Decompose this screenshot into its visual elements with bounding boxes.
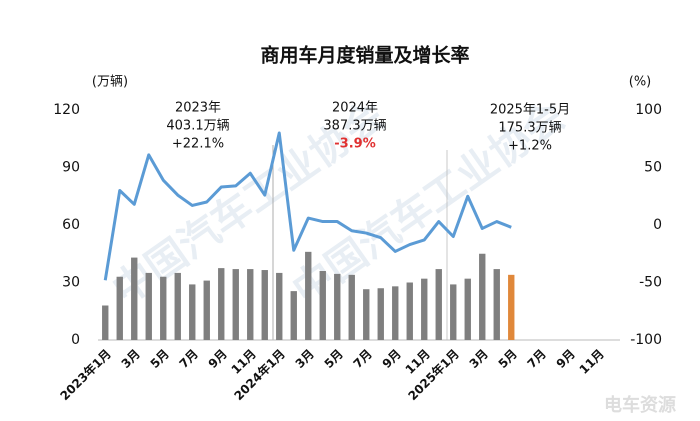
bar: [116, 276, 123, 340]
y-axis-unit: (万辆): [92, 75, 128, 90]
bar: [247, 269, 254, 340]
y2-tick-label: 0: [653, 217, 662, 233]
annotation: -3.9%: [334, 137, 375, 152]
x-tick-label: 9月: [554, 347, 578, 371]
x-tick-label: 7月: [177, 347, 201, 371]
y2-tick-label: -50: [639, 275, 662, 291]
y2-tick-label: -100: [630, 332, 662, 348]
y2-axis-unit: (%): [629, 75, 652, 90]
y-tick-label: 30: [62, 275, 80, 291]
bar: [160, 276, 167, 340]
annotation: 2023年: [175, 101, 221, 116]
bar: [189, 284, 196, 340]
x-tick-label: 11月: [577, 347, 607, 377]
bar: [392, 286, 399, 340]
bar: [290, 291, 297, 340]
bar: [203, 280, 210, 340]
chart-title: 商用车月度销量及增长率: [260, 44, 469, 67]
bar: [450, 284, 457, 340]
y-tick-label: 90: [62, 160, 80, 176]
x-tick-label: 3月: [467, 347, 491, 371]
x-tick-label: 5月: [148, 347, 172, 371]
y-tick-label: 0: [71, 332, 80, 348]
bar: [464, 278, 471, 340]
annotation: 2024年: [332, 101, 378, 116]
y2-tick-label: 100: [635, 102, 662, 118]
x-tick-label: 2023年1月: [57, 346, 114, 403]
bar: [348, 274, 355, 340]
line: [103, 131, 512, 281]
bar: [102, 305, 109, 340]
bar: [334, 273, 341, 340]
bar: [131, 257, 138, 340]
bar: [493, 269, 500, 340]
annotation: 403.1万辆: [166, 119, 229, 134]
bar: [261, 270, 268, 340]
y2-tick-label: 50: [644, 160, 662, 176]
bar: [174, 272, 181, 340]
annotation: +22.1%: [172, 137, 224, 152]
annotation: 2025年1-5月: [490, 103, 570, 118]
bar: [421, 278, 428, 340]
bar: [377, 288, 384, 340]
annotation: 387.3万辆: [323, 119, 386, 134]
annotation: 175.3万辆: [498, 121, 561, 136]
bar: [406, 282, 413, 340]
bar: [319, 271, 326, 340]
annotation: +1.2%: [508, 139, 552, 154]
bar: [305, 251, 312, 340]
x-tick-label: 7月: [351, 347, 375, 371]
x-tick-label: 5月: [496, 347, 520, 371]
bar: [218, 268, 225, 340]
watermark: 电车资源: [604, 394, 676, 416]
bar: [145, 272, 152, 340]
x-tick-label: 3月: [293, 347, 317, 371]
y-tick-label: 60: [62, 217, 80, 233]
x-tick-label: 7月: [525, 347, 549, 371]
bar: [508, 274, 515, 340]
x-tick-label: 3月: [119, 347, 143, 371]
bar: [435, 269, 442, 340]
x-tick-label: 9月: [380, 347, 404, 371]
bar: [276, 272, 283, 340]
bar: [479, 253, 486, 340]
x-tick-label: 9月: [206, 347, 230, 371]
bar: [232, 269, 239, 340]
bar: [363, 289, 370, 340]
x-tick-label: 5月: [322, 347, 346, 371]
y-tick-label: 120: [53, 102, 80, 118]
